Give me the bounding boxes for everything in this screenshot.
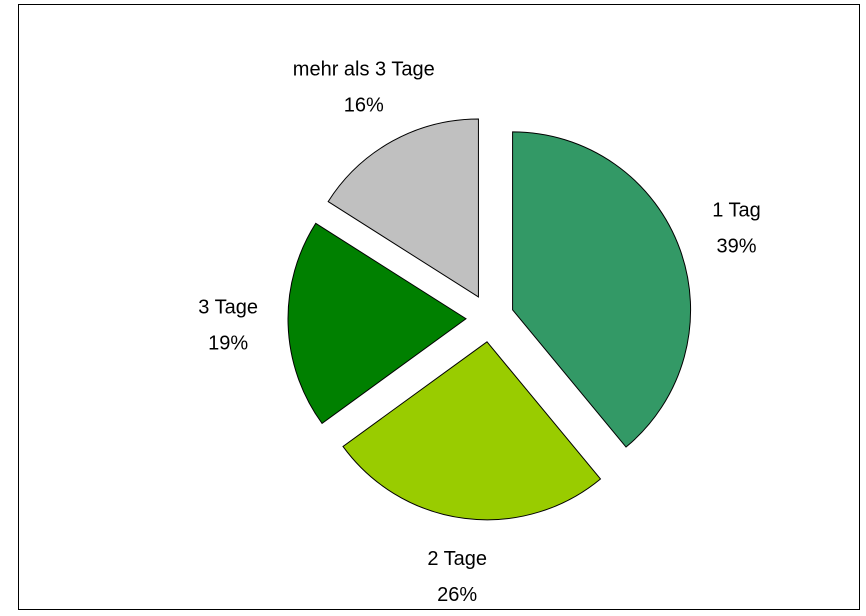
pie-slice: [287, 222, 467, 425]
slice-label: 3 Tage: [198, 297, 258, 319]
slice-label: mehr als 3 Tage: [293, 59, 435, 81]
slice-value-label: 26%: [437, 584, 477, 606]
slice-label: 1 Tag: [712, 200, 761, 222]
pie-slice: [342, 341, 602, 521]
slice-value-label: 39%: [716, 236, 756, 258]
slice-label: 2 Tage: [427, 548, 487, 570]
pie-slice: [512, 131, 692, 448]
slice-value-label: 16%: [344, 95, 384, 117]
slice-value-label: 19%: [208, 333, 248, 355]
pie-slice: [327, 118, 479, 298]
